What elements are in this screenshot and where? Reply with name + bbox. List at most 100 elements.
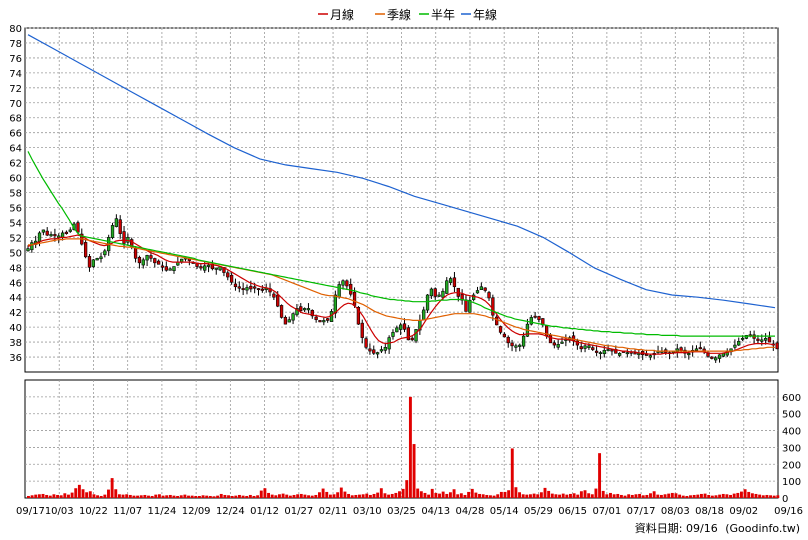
volume-bar: [190, 495, 194, 498]
volume-bar: [412, 444, 416, 498]
price-tick-label: 60: [9, 174, 22, 185]
volume-bar: [488, 495, 492, 498]
volume-bar: [219, 493, 223, 498]
volume-bar: [114, 489, 118, 498]
volume-bar: [296, 494, 300, 498]
x-tick-label: 12/24: [216, 506, 245, 517]
candle-body: [295, 308, 299, 316]
volume-bar: [692, 494, 696, 498]
candle-body: [460, 293, 464, 301]
volume-bar: [227, 495, 230, 498]
candle-body: [291, 313, 295, 321]
volume-bar: [321, 488, 325, 498]
x-tick-label: 02/11: [319, 506, 348, 517]
volume-bar: [634, 494, 638, 498]
volume-bar: [150, 495, 154, 498]
volume-bar: [245, 495, 249, 498]
candle-body: [53, 234, 57, 237]
volume-bar: [336, 492, 340, 498]
candle-body: [160, 265, 165, 268]
candle-body: [256, 288, 261, 291]
volume-bar: [474, 492, 478, 498]
volume-bar: [343, 491, 347, 498]
candle-body: [533, 315, 537, 318]
price-tick-label: 46: [9, 278, 22, 289]
volume-bar: [405, 480, 409, 498]
volume-bar: [747, 491, 751, 498]
legend: 月線 季線 半年 年線: [318, 7, 497, 22]
volume-bar: [503, 491, 507, 498]
volume-bar: [554, 494, 558, 498]
volume-bar: [34, 494, 38, 498]
x-tick-label: 08/18: [695, 506, 724, 517]
legend-label-half-year: 半年: [431, 8, 455, 22]
volume-bar: [659, 494, 663, 498]
volume-bar: [481, 494, 485, 498]
candle-body: [552, 342, 556, 346]
volume-bar: [358, 494, 361, 498]
candle-body: [395, 327, 399, 333]
price-tick-label: 42: [9, 308, 22, 319]
volume-bar: [172, 495, 176, 498]
price-tick-label: 50: [9, 248, 22, 259]
volume-bar: [769, 495, 772, 498]
candle-body: [91, 259, 95, 267]
x-tick-label: 08/03: [661, 506, 690, 517]
volume-bar: [627, 494, 631, 498]
candle-body: [410, 337, 414, 341]
candle-body: [521, 335, 526, 347]
volume-bar: [128, 494, 132, 498]
volume-bar: [267, 492, 270, 498]
candle-body: [506, 336, 510, 344]
price-tick-label: 38: [9, 338, 22, 349]
x-axis: 09/17 10/03 10/22 11/07 11/24 12/09 12/24 01/12…: [16, 506, 803, 517]
candle-body: [206, 264, 211, 267]
volume-bar: [485, 494, 489, 498]
price-tick-label: 78: [9, 39, 22, 50]
volume-bar: [157, 494, 161, 498]
volume-bar: [438, 493, 441, 498]
volume-bar: [707, 494, 711, 498]
candle-body: [118, 219, 122, 234]
x-tick-label: 10/22: [79, 506, 108, 517]
volume-bar: [99, 495, 103, 498]
x-tick-label: 01/27: [284, 506, 313, 517]
candle-body: [464, 299, 468, 312]
volume-bar: [630, 494, 634, 498]
candle-body: [425, 294, 430, 311]
volume-bar: [387, 494, 391, 498]
candle-body: [744, 335, 749, 339]
volume-bar: [252, 495, 256, 498]
volume-bar: [88, 491, 92, 498]
volume-bar: [445, 493, 449, 498]
volume-bar: [510, 448, 514, 498]
candle-body: [110, 225, 115, 238]
price-tick-label: 52: [9, 233, 22, 244]
candle-body: [448, 278, 453, 283]
volume-bar: [278, 494, 281, 498]
candle-body: [226, 272, 230, 278]
candle-body: [60, 232, 65, 238]
volume-bar: [499, 491, 503, 498]
candle-body: [122, 231, 126, 244]
volume-bar: [736, 492, 740, 498]
volume-bar: [299, 493, 303, 498]
candle-body: [30, 242, 34, 251]
candle-body: [445, 280, 449, 294]
volume-bar: [739, 491, 743, 498]
candle-body: [606, 349, 610, 352]
volume-bar: [423, 492, 427, 498]
candle-body: [76, 222, 80, 233]
candle-body: [648, 355, 653, 358]
volume-bar: [605, 494, 609, 498]
volume-bar: [216, 495, 220, 498]
price-tick-label: 36: [9, 353, 22, 364]
candle-body: [287, 319, 291, 323]
candle-body: [694, 348, 699, 351]
candle-body: [310, 309, 314, 317]
volume-bar: [110, 478, 114, 498]
volume-bar: [339, 487, 343, 498]
candle-body: [437, 294, 441, 297]
volume-bar: [601, 490, 605, 498]
